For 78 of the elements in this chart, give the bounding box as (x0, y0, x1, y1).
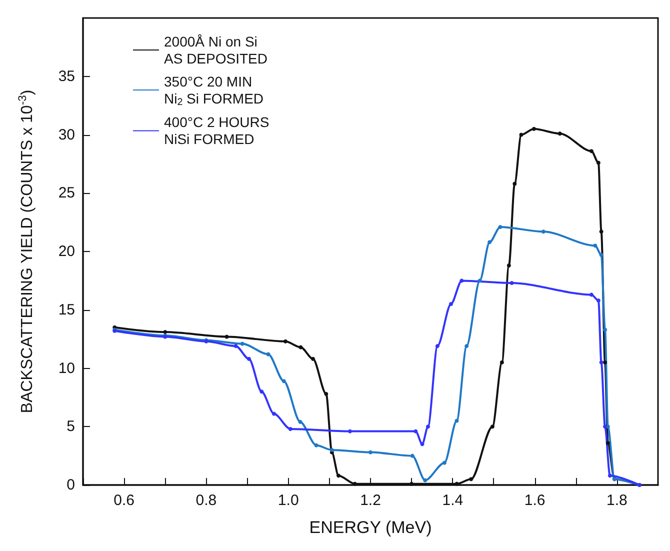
point (336, 474, 340, 478)
point (606, 440, 610, 445)
x-tick-label: 1.6 (524, 492, 546, 509)
legend-label: 2000Å Ni on Si AS DEPOSITED (164, 34, 268, 66)
x-tick-label: 1.2 (360, 492, 381, 509)
point (266, 352, 270, 356)
x-tick-label: 0.8 (196, 492, 217, 509)
x-tick-label: 1.8 (606, 492, 628, 509)
point (449, 302, 453, 306)
point (599, 360, 604, 364)
y-tick-label: 20 (58, 243, 75, 260)
point (519, 132, 524, 137)
point (311, 356, 315, 361)
point (510, 281, 514, 286)
point (498, 224, 502, 229)
point (272, 412, 276, 416)
point (454, 418, 459, 423)
point (234, 344, 238, 348)
x-tick-label: 1.0 (278, 492, 299, 509)
point (314, 443, 318, 448)
point (410, 482, 414, 486)
y-tick-label: 10 (58, 360, 75, 377)
point (324, 392, 328, 396)
point (298, 420, 302, 424)
point (469, 477, 474, 482)
point (348, 429, 352, 434)
point (532, 126, 536, 131)
point (330, 448, 334, 452)
point (454, 482, 459, 486)
y-tick-label: 5 (66, 418, 75, 436)
point (506, 264, 511, 268)
point (500, 360, 504, 364)
point (282, 379, 286, 384)
point (368, 450, 372, 454)
point (460, 278, 464, 283)
legend-label: 400°C 2 HOURS NiSi FORMED (164, 114, 270, 148)
point (260, 390, 264, 394)
y-tick-label: 25 (58, 184, 75, 202)
point (283, 339, 288, 344)
y-axis-title: BACKSCATTERING YIELD (COUNTS x 10-3) (16, 90, 36, 414)
x-tick-label: 1.4 (442, 492, 464, 509)
point (490, 424, 494, 429)
point (603, 360, 608, 364)
point (599, 230, 604, 234)
point (298, 345, 303, 350)
point (603, 328, 608, 332)
point (224, 334, 229, 339)
point (414, 429, 418, 434)
point (423, 478, 428, 482)
point (410, 454, 414, 458)
point (288, 426, 292, 431)
point (488, 240, 492, 244)
point (246, 356, 251, 361)
point (608, 474, 612, 478)
point (464, 344, 469, 348)
point (589, 149, 594, 154)
point (593, 244, 598, 248)
point (589, 292, 594, 297)
point (478, 278, 482, 283)
y-tick-label: 35 (58, 68, 75, 85)
point (442, 460, 446, 465)
point (420, 442, 424, 446)
point (541, 230, 546, 234)
point (596, 298, 600, 303)
point (596, 160, 600, 165)
point (435, 344, 440, 348)
point (512, 182, 517, 186)
x-tick-label: 0.6 (114, 492, 134, 509)
y-tick-label: 0 (66, 476, 75, 494)
point (558, 132, 562, 136)
y-tick-label: 15 (58, 301, 75, 318)
point (240, 342, 244, 346)
point (599, 253, 604, 257)
point (603, 424, 608, 429)
point (426, 424, 430, 429)
x-axis-title: ENERGY (MeV) (309, 518, 432, 537)
y-tick-label: 30 (58, 126, 75, 144)
point (163, 330, 168, 334)
